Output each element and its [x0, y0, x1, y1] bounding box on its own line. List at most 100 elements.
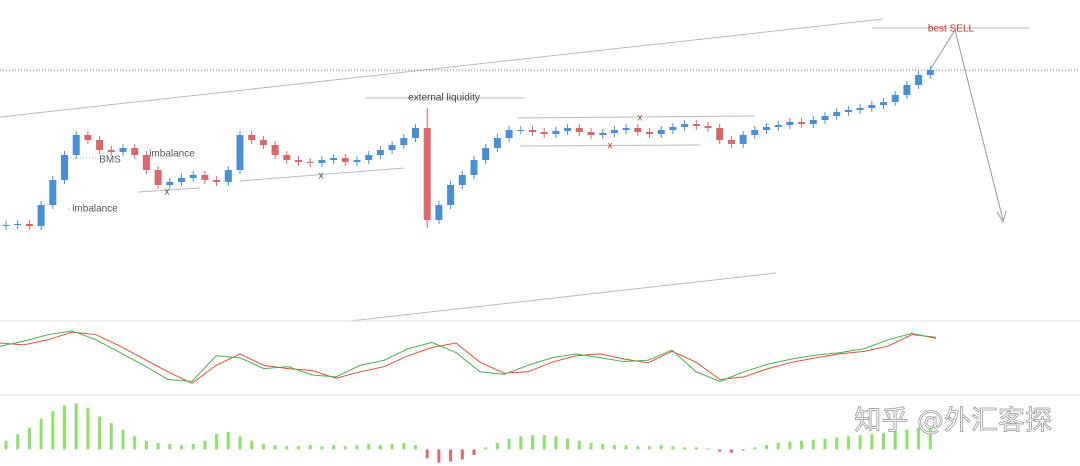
histogram-bar: [367, 444, 371, 450]
candle-body: [798, 122, 806, 124]
candle-body: [14, 224, 22, 225]
candle-body: [868, 105, 876, 108]
histogram-bar: [741, 449, 745, 451]
candle-body: [61, 155, 68, 180]
histogram-bar: [554, 436, 558, 450]
histogram-bar: [648, 446, 651, 450]
candle-body: [575, 128, 583, 132]
annotation-line: [517, 115, 756, 119]
candle-body: [2, 225, 10, 226]
candle-body: [423, 128, 431, 220]
candle-body: [259, 140, 267, 145]
histogram-bar: [776, 442, 780, 450]
histogram-bar: [472, 449, 476, 455]
histogram-bar: [355, 445, 359, 450]
histogram-bar: [882, 433, 885, 450]
candle-body: [622, 128, 630, 130]
candle-body: [739, 135, 747, 144]
histogram-bar: [542, 435, 546, 450]
candle-body: [412, 128, 419, 138]
candle-body: [646, 132, 653, 134]
histogram-bar: [718, 449, 722, 452]
annotation: external liquidity: [408, 93, 480, 104]
histogram-bar: [39, 418, 43, 450]
candle-body: [318, 160, 326, 163]
candle-body: [458, 175, 466, 185]
candle-body: [692, 124, 700, 126]
candle-body: [821, 116, 829, 120]
histogram-bar: [250, 440, 254, 450]
histogram-bar: [659, 445, 663, 450]
candle-body: [716, 128, 724, 140]
candles: [2, 66, 934, 230]
histogram-bar: [215, 434, 219, 450]
candle-body: [891, 95, 899, 102]
histogram-bar: [928, 427, 932, 450]
histogram-bar: [449, 449, 453, 462]
histogram-bar: [4, 440, 8, 450]
candle-body: [587, 132, 595, 135]
candle-body: [388, 145, 396, 150]
candle-body: [119, 148, 127, 152]
histogram-bar: [460, 449, 464, 460]
histogram-bar: [332, 445, 336, 450]
histogram-bar: [624, 445, 628, 450]
histogram-bar: [566, 438, 570, 450]
histogram-bar: [343, 446, 347, 450]
candle-body: [435, 205, 443, 220]
candle-body: [774, 125, 782, 127]
histogram-bar: [308, 445, 312, 450]
histogram-bar: [74, 403, 78, 450]
candle-body: [131, 148, 139, 155]
candle-body: [72, 135, 80, 155]
histogram-bar: [589, 442, 593, 450]
histogram-bar: [203, 440, 207, 450]
candle-body: [213, 180, 221, 182]
histogram-bar: [835, 437, 839, 450]
histogram-bar: [285, 446, 289, 450]
annotation: x: [319, 171, 324, 182]
histogram-bar: [495, 442, 499, 450]
histogram-bar: [425, 449, 429, 459]
candle-body: [786, 122, 794, 125]
histogram-bar: [133, 436, 137, 450]
candle-body: [704, 126, 712, 128]
histogram-bar: [870, 434, 874, 450]
candle-body: [236, 135, 244, 170]
candle-body: [142, 155, 150, 170]
candle-body: [96, 140, 104, 150]
candle-body: [447, 185, 455, 205]
histogram-bar: [858, 435, 862, 450]
candle-body: [283, 155, 291, 160]
histogram-bar: [484, 447, 488, 450]
candle-body: [657, 130, 665, 134]
candle-body: [295, 160, 302, 162]
candle-body: [833, 112, 841, 116]
annotation: x: [608, 141, 613, 152]
histogram-bar: [98, 416, 102, 450]
candle-body: [926, 70, 934, 75]
candle-body: [37, 205, 45, 226]
histogram-bar: [191, 444, 195, 450]
candle-body: [540, 132, 548, 134]
histogram-bar: [414, 445, 417, 450]
candle-body: [166, 182, 174, 185]
candle-body: [306, 162, 314, 163]
candle-body: [376, 150, 384, 155]
histogram-bar: [437, 449, 441, 463]
candle-body: [84, 135, 92, 140]
histogram-bar: [823, 438, 827, 450]
candle-body: [470, 160, 478, 175]
histogram-bar: [729, 449, 733, 453]
candle-body: [271, 145, 279, 155]
histogram-bar: [273, 445, 277, 450]
histogram-bar: [168, 444, 172, 450]
histogram-bar: [51, 411, 55, 450]
histogram-bar: [320, 446, 324, 450]
histogram: [4, 403, 932, 463]
histogram-bar: [788, 441, 792, 450]
candle-body: [482, 148, 490, 160]
histogram-bar: [144, 440, 148, 450]
histogram-bar: [180, 445, 183, 450]
